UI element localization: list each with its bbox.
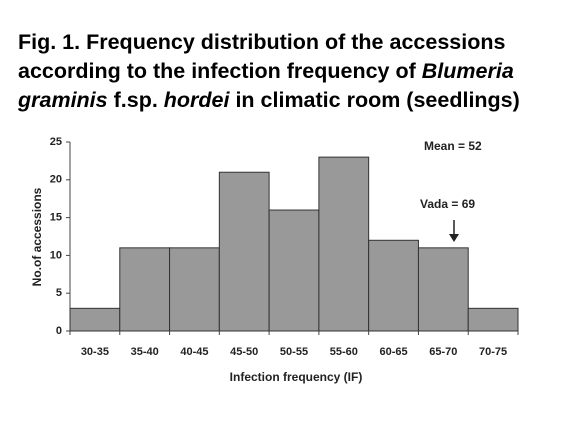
chart-title: Fig. 1. Frequency distribution of the ac… (18, 28, 520, 115)
bar (318, 156, 370, 332)
y-tick-label: 20 (50, 174, 62, 186)
title-text: hordei (163, 88, 230, 112)
x-tick-label: 60-65 (379, 346, 407, 358)
y-tick-label: 15 (50, 212, 62, 224)
x-tick-label: 70-75 (479, 346, 507, 358)
y-tick-label: 25 (50, 136, 62, 148)
arrow-head (449, 234, 459, 242)
x-tick-label: 35-40 (131, 346, 159, 358)
bar (368, 239, 419, 332)
bar (417, 247, 469, 332)
annotation: Vada = 69 (420, 197, 475, 211)
y-axis-label: No.of accessions (30, 187, 44, 286)
title-line: graminis f.sp. hordei in climatic room (… (18, 86, 520, 115)
title-line: according to the infection frequency of … (18, 57, 520, 86)
bar (169, 247, 220, 332)
title-text: f.sp. (107, 88, 164, 112)
title-text: Blumeria (421, 59, 514, 83)
x-tick-label: 50-55 (280, 346, 308, 358)
x-tick-label: 55-60 (330, 346, 358, 358)
title-text: Frequency distribution of the accessions (80, 30, 506, 54)
title-text: graminis (18, 88, 108, 112)
bar (69, 307, 121, 332)
x-tick-label: 65-70 (429, 346, 457, 358)
y-tick-label: 5 (56, 287, 62, 299)
title-text: according to the infection frequency of (18, 59, 422, 83)
bar (268, 209, 320, 332)
title-text: Fig. 1. (18, 30, 81, 54)
bar (119, 247, 171, 332)
title-text: in climatic room (seedlings) (229, 88, 520, 112)
bar (467, 307, 519, 332)
x-tick-label: 45-50 (230, 346, 258, 358)
y-tick-label: 10 (50, 249, 62, 261)
bar (218, 171, 270, 332)
x-axis-label: Infection frequency (IF) (230, 370, 363, 384)
annotation: Mean = 52 (424, 139, 482, 153)
x-tick-label: 30-35 (81, 346, 109, 358)
title-line: Fig. 1. Frequency distribution of the ac… (18, 28, 520, 57)
x-tick-label: 40-45 (180, 346, 208, 358)
y-tick-label: 0 (56, 325, 62, 337)
